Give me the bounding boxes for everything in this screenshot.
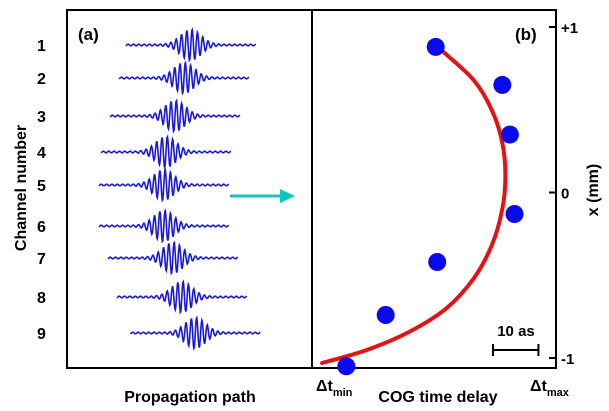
y-tick-label: +1	[561, 20, 578, 37]
fit-curve	[320, 49, 508, 365]
waveforms	[98, 27, 261, 351]
channel-label-6: 6	[37, 219, 46, 236]
data-points	[337, 37, 524, 376]
waveform-channel-6	[98, 208, 230, 244]
panel-a-label: (a)	[78, 25, 99, 44]
waveform-channel-1	[125, 27, 257, 63]
channel-label-5: 5	[37, 178, 46, 195]
panel-b-label: (b)	[515, 25, 537, 44]
data-point-1	[426, 37, 445, 56]
waveform-channel-5	[98, 167, 230, 203]
y-axis-label-right: x (mm)	[585, 164, 602, 216]
scale-bar-label: 10 as	[497, 323, 535, 340]
data-point-7	[337, 357, 356, 376]
data-point-6	[376, 306, 395, 324]
data-point-3	[500, 125, 519, 144]
channel-label-2: 2	[37, 71, 46, 88]
waveform-channel-4	[100, 134, 232, 170]
y-axis-ticks: +1 0 -1	[549, 20, 578, 368]
channel-label-3: 3	[37, 109, 46, 126]
channel-label-4: 4	[37, 145, 46, 162]
x-tick-min: Δtmin	[316, 378, 353, 399]
waveform-channel-9	[129, 315, 261, 351]
x-tick-max: Δtmax	[530, 378, 570, 399]
panel-b-frame	[311, 9, 557, 369]
scale-bar: 10 as	[492, 323, 540, 356]
channel-label-7: 7	[37, 251, 46, 268]
y-tick-label: 0	[561, 186, 569, 203]
data-point-2	[493, 75, 512, 94]
x-axis-label-right: COG time delay	[378, 389, 497, 406]
data-point-5	[428, 253, 447, 271]
waveform-channel-2	[118, 60, 250, 96]
panel-a-frame	[66, 9, 313, 369]
propagation-arrow	[230, 189, 295, 203]
x-axis-label-left: Propagation path	[124, 389, 256, 406]
channel-label-8: 8	[37, 290, 46, 307]
waveform-channel-8	[116, 279, 248, 315]
channel-labels: 1 2 3 4 5 6 7 8 9	[37, 38, 46, 343]
y-axis-label-left: Channel number	[13, 125, 30, 251]
waveform-channel-7	[107, 240, 239, 276]
channel-label-1: 1	[37, 38, 46, 55]
channel-label-9: 9	[37, 326, 46, 343]
data-point-4	[505, 205, 524, 223]
y-tick-label: -1	[561, 351, 574, 368]
waveform-channel-3	[109, 98, 241, 134]
